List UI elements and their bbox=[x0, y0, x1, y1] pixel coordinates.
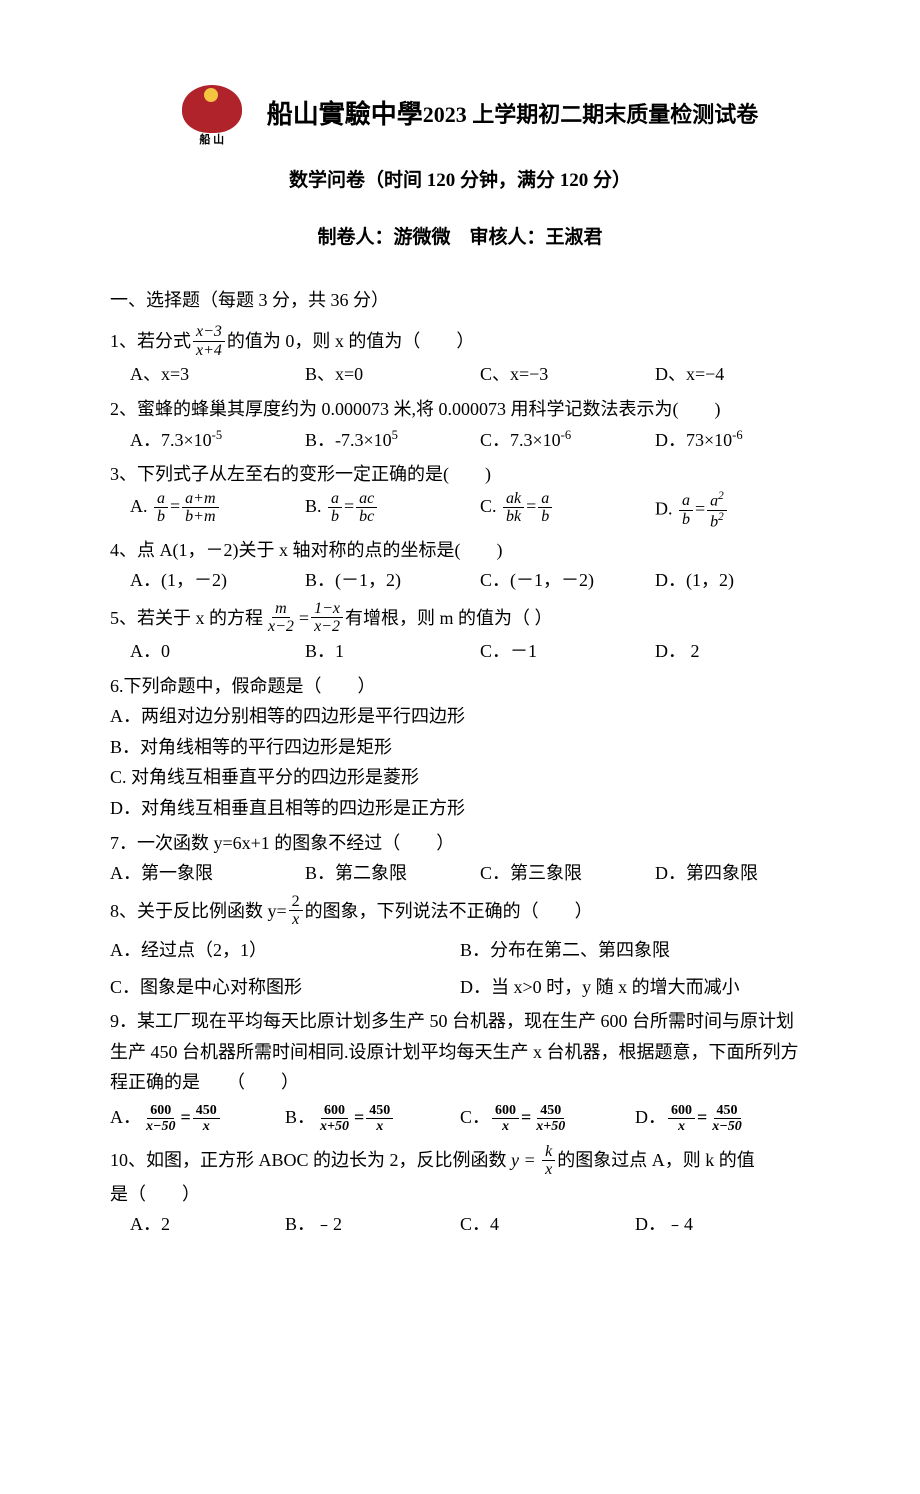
q8-opt-a: A．经过点（2，1） bbox=[110, 935, 460, 966]
question-5: 5、若关于 x 的方程 mx−2 = 1−xx−2 有增根，则 m 的值为（ ）… bbox=[110, 600, 810, 667]
q2-opt-a: A．7.3×10-5 bbox=[110, 425, 285, 456]
q2-opt-d: D．73×10-6 bbox=[635, 425, 810, 456]
q1-opt-d: D、x=−4 bbox=[635, 359, 810, 390]
q10-suffix: 的图象过点 A，则 k 的值 bbox=[557, 1145, 755, 1176]
q4-opt-a: A．(1，－2) bbox=[110, 565, 285, 596]
q6-opt-b: B．对角线相等的平行四边形是矩形 bbox=[110, 732, 810, 763]
q1-prefix: 1、若分式 bbox=[110, 326, 191, 357]
q3-opt-a: A. ab=a+mb+m bbox=[110, 490, 285, 531]
q5-suffix: 有增根，则 m 的值为（ ） bbox=[345, 603, 553, 634]
q1-fraction: x−3 x+4 bbox=[193, 323, 225, 359]
q9-opt-b: B．600x+50=450x bbox=[285, 1102, 460, 1135]
q5-opt-d: D． 2 bbox=[635, 636, 810, 667]
q4-opt-b: B．(－1，2) bbox=[285, 565, 460, 596]
q10-prefix: 10、如图，正方形 ABOC 的边长为 2，反比例函数 bbox=[110, 1145, 507, 1176]
q3-opt-c: C. akbk=ab bbox=[460, 490, 635, 531]
q10-line2: 是（ ） bbox=[110, 1179, 810, 1210]
q6-opt-c: C. 对角线互相垂直平分的四边形是菱形 bbox=[110, 762, 810, 793]
q8-opt-d: D．当 x>0 时，y 随 x 的增大而减小 bbox=[460, 972, 810, 1003]
q10-opt-c: C．4 bbox=[460, 1209, 635, 1240]
section-1-title: 一、选择题（每题 3 分，共 36 分） bbox=[110, 285, 810, 316]
q6-opt-d: D．对角线互相垂直且相等的四边形是正方形 bbox=[110, 793, 810, 824]
q2-opt-b: B．-7.3×105 bbox=[285, 425, 460, 456]
q5-opt-a: A．0 bbox=[110, 636, 285, 667]
q5-prefix: 5、若关于 x 的方程 bbox=[110, 603, 263, 634]
question-2: 2、蜜蜂的蜂巢其厚度约为 0.000073 米,将 0.000073 用科学记数… bbox=[110, 394, 810, 455]
q10-fraction: kx bbox=[542, 1143, 555, 1179]
q2-opt-c: C．7.3×10-6 bbox=[460, 425, 635, 456]
exam-title: 2023 上学期初二期末质量检测试卷 bbox=[423, 96, 759, 133]
q9-text: 9．某工厂现在平均每天比原计划多生产 50 台机器，现在生产 600 台所需时间… bbox=[110, 1006, 810, 1098]
q10-opt-d: D．﹣4 bbox=[635, 1209, 810, 1240]
q5-opt-c: C．－1 bbox=[460, 636, 635, 667]
q9-opt-c: C．600x=450x+50 bbox=[460, 1102, 635, 1135]
q1-opt-a: A、x=3 bbox=[110, 359, 285, 390]
q8-opt-c: C．图象是中心对称图形 bbox=[110, 972, 460, 1003]
q9-opt-d: D．600x=450x−50 bbox=[635, 1102, 810, 1135]
q8-suffix: 的图象，下列说法不正确的（ ） bbox=[305, 896, 593, 927]
school-logo: 船 山 bbox=[162, 80, 262, 150]
question-1: 1、若分式 x−3 x+4 的值为 0，则 x 的值为（ ） A、x=3 B、x… bbox=[110, 323, 810, 390]
exam-authors: 制卷人：游微微 审核人：王淑君 bbox=[110, 222, 810, 254]
q7-opt-d: D．第四象限 bbox=[635, 858, 810, 889]
q3-opt-d: D. ab=a2b2 bbox=[635, 490, 810, 531]
q7-text: 7．一次函数 y=6x+1 的图象不经过（ ） bbox=[110, 828, 810, 859]
q7-opt-b: B．第二象限 bbox=[285, 858, 460, 889]
question-6: 6.下列命题中，假命题是（ ） A．两组对边分别相等的四边形是平行四边形 B．对… bbox=[110, 671, 810, 824]
q10-formula: y = bbox=[507, 1145, 541, 1176]
q7-opt-a: A．第一象限 bbox=[110, 858, 285, 889]
header: 船 山 船山實驗中學 2023 上学期初二期末质量检测试卷 bbox=[110, 80, 810, 150]
q8-prefix: 8、关于反比例函数 y= bbox=[110, 896, 287, 927]
q10-opt-b: B．﹣2 bbox=[285, 1209, 460, 1240]
question-9: 9．某工厂现在平均每天比原计划多生产 50 台机器，现在生产 600 台所需时间… bbox=[110, 1006, 810, 1135]
q3-opt-b: B. ab=acbc bbox=[285, 490, 460, 531]
q3-text: 3、下列式子从左至右的变形一定正确的是( ) bbox=[110, 459, 810, 490]
q4-opt-d: D．(1，2) bbox=[635, 565, 810, 596]
q6-text: 6.下列命题中，假命题是（ ） bbox=[110, 671, 810, 702]
q8-fraction: 2 x bbox=[289, 893, 303, 929]
school-name: 船山實驗中學 bbox=[267, 93, 423, 137]
question-3: 3、下列式子从左至右的变形一定正确的是( ) A. ab=a+mb+m B. a… bbox=[110, 459, 810, 530]
logo-bottom-text: 船 山 bbox=[162, 131, 262, 150]
q5-frac1: mx−2 bbox=[265, 600, 297, 636]
exam-subtitle: 数学问卷（时间 120 分钟，满分 120 分） bbox=[110, 165, 810, 197]
q6-opt-a: A．两组对边分别相等的四边形是平行四边形 bbox=[110, 701, 810, 732]
q7-opt-c: C．第三象限 bbox=[460, 858, 635, 889]
q9-opt-a: A．600x−50=450x bbox=[110, 1102, 285, 1135]
question-10: 10、如图，正方形 ABOC 的边长为 2，反比例函数 y = kx 的图象过点… bbox=[110, 1143, 810, 1240]
q4-text: 4、点 A(1，－2)关于 x 轴对称的点的坐标是( ) bbox=[110, 535, 810, 566]
q8-opt-b: B．分布在第二、第四象限 bbox=[460, 935, 810, 966]
q10-opt-a: A．2 bbox=[110, 1209, 285, 1240]
q1-opt-c: C、x=−3 bbox=[460, 359, 635, 390]
q4-opt-c: C．(－1，－2) bbox=[460, 565, 635, 596]
q1-opt-b: B、x=0 bbox=[285, 359, 460, 390]
q1-suffix: 的值为 0，则 x 的值为（ ） bbox=[227, 326, 475, 357]
q5-opt-b: B．1 bbox=[285, 636, 460, 667]
q5-frac2: 1−xx−2 bbox=[311, 600, 343, 636]
question-7: 7．一次函数 y=6x+1 的图象不经过（ ） A．第一象限 B．第二象限 C．… bbox=[110, 828, 810, 889]
question-8: 8、关于反比例函数 y= 2 x 的图象，下列说法不正确的（ ） A．经过点（2… bbox=[110, 893, 810, 1002]
question-4: 4、点 A(1，－2)关于 x 轴对称的点的坐标是( ) A．(1，－2) B．… bbox=[110, 535, 810, 596]
q2-text: 2、蜜蜂的蜂巢其厚度约为 0.000073 米,将 0.000073 用科学记数… bbox=[110, 394, 810, 425]
